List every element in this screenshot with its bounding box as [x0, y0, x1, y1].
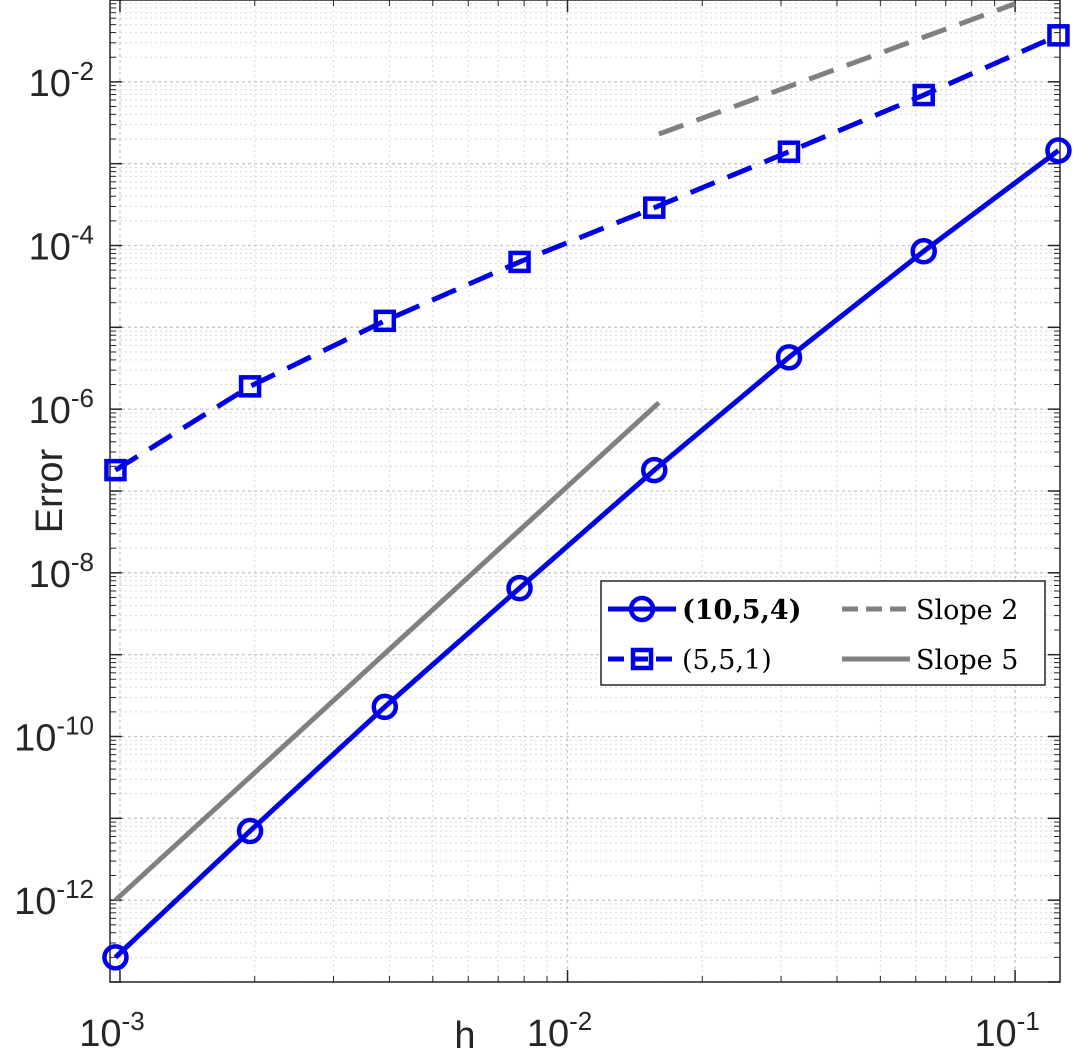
y-tick-base: 10: [29, 390, 71, 432]
y-tick-exponent: -6: [71, 383, 94, 413]
y-tick-label: 10-10: [14, 711, 94, 760]
series-layer: [102, 1, 1072, 971]
legend: (10,5,4) (5,5,1) Slope 2 Slope 5: [600, 580, 1046, 686]
series-2: [658, 1, 1016, 137]
legend-label: Slope 5: [916, 645, 1018, 676]
legend-entry: (10,5,4): [608, 595, 802, 626]
x-tick-label: 10-3: [79, 1006, 144, 1055]
y-tick-base: 10: [14, 881, 56, 923]
legend-label: (10,5,4): [682, 595, 802, 626]
series-line: [114, 33, 1060, 473]
y-tick-exponent: -10: [56, 711, 94, 741]
data-point: [104, 458, 127, 482]
y-tick-label: 10-2: [29, 56, 94, 105]
series-line: [113, 148, 1060, 960]
data-point: [775, 344, 803, 371]
data-point: [641, 456, 668, 484]
series-line: [113, 400, 661, 903]
legend-marker: [630, 647, 654, 671]
x-tick-exponent: -2: [569, 1006, 592, 1036]
data-point: [777, 140, 801, 163]
y-tick-base: 10: [14, 718, 56, 760]
x-tick-label: 10-1: [974, 1006, 1039, 1055]
data-point: [912, 83, 935, 107]
data-point: [1047, 24, 1070, 47]
y-tick-base: 10: [29, 227, 71, 269]
data-point: [238, 375, 262, 398]
y-axis-label: Error: [29, 448, 71, 533]
x-axis-label: h: [454, 1015, 475, 1057]
y-tick-exponent: -2: [71, 56, 94, 86]
data-point: [643, 196, 666, 219]
tick-marks: [110, 0, 1060, 983]
y-tick-base: 10: [29, 63, 71, 105]
legend-marker: [628, 595, 656, 623]
y-tick-exponent: -8: [71, 547, 94, 577]
series-line: [658, 1, 1016, 137]
data-point: [102, 944, 129, 971]
data-point: [910, 238, 937, 265]
y-tick-base: 10: [29, 554, 71, 596]
legend-entry: Slope 2: [842, 595, 1018, 626]
legend-label: (5,5,1): [682, 645, 772, 676]
data-point: [508, 250, 531, 274]
data-point: [1045, 137, 1072, 164]
x-tick-base: 10: [974, 1013, 1016, 1055]
y-tick-exponent: -4: [71, 220, 94, 250]
y-tick-exponent: -12: [56, 874, 94, 904]
series-3: [113, 400, 661, 903]
x-tick-base: 10: [527, 1013, 569, 1055]
series-1: [104, 24, 1070, 482]
legend-label: Slope 2: [916, 595, 1018, 626]
y-tick-label: 10-4: [29, 220, 94, 269]
x-tick-exponent: -1: [1017, 1006, 1040, 1036]
y-tick-label: 10-8: [29, 547, 94, 596]
data-point: [373, 309, 397, 333]
x-tick-base: 10: [79, 1013, 121, 1055]
data-point: [506, 574, 533, 602]
legend-entry: Slope 5: [842, 645, 1018, 676]
y-tick-label: 10-12: [14, 874, 94, 923]
x-tick-label: 10-2: [527, 1006, 592, 1055]
series-0: [102, 137, 1072, 971]
data-point: [236, 817, 264, 845]
data-point: [371, 693, 399, 721]
legend-box: [600, 580, 1046, 686]
x-tick-exponent: -3: [122, 1006, 145, 1036]
y-tick-label: 10-6: [29, 383, 94, 432]
legend-entry: (5,5,1): [608, 645, 772, 676]
x-tick-labels: 10-3 10-2 10-1: [79, 1006, 1040, 1055]
